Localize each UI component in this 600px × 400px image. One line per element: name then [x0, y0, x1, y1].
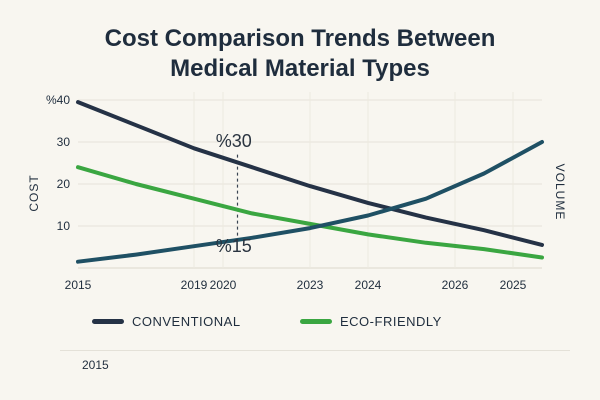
x-tick-label-1: 2019 [181, 278, 208, 292]
legend-label-conventional: CONVENTIONAL [132, 314, 241, 329]
x-tick-label-4: 2024 [355, 278, 382, 292]
series-line-eco-friendly [76, 165, 544, 260]
chart-title-line-2: Medical Material Types [170, 55, 430, 82]
x-tick-label-3: 2023 [297, 278, 324, 292]
legend-swatch-eco-friendly [300, 319, 332, 324]
y-axis-label: COST [27, 174, 41, 211]
x-tick-label-2: 2020 [210, 278, 237, 292]
footer-divider [60, 350, 570, 351]
footer-label: 2015 [82, 358, 109, 372]
series-line-conventional [76, 100, 544, 247]
x-tick-label-6: 2025 [500, 278, 527, 292]
x-tick-label-5: 2026 [442, 278, 469, 292]
y-tick-label-3: 10 [57, 219, 71, 233]
legend-item-conventional: CONVENTIONAL [92, 314, 241, 329]
chart-title-line-1: Cost Comparison Trends Between [104, 25, 496, 52]
legend-swatch-conventional [92, 319, 124, 324]
legend-label-eco-friendly: ECO-FRIENDLY [340, 314, 442, 329]
annotation-0: %30 [216, 131, 252, 151]
y-tick-label-1: 30 [57, 135, 71, 149]
x-tick-label-0: 2015 [65, 278, 92, 292]
y-tick-label-0: %40 [46, 93, 70, 107]
chart-title: Cost Comparison Trends Between Medical M… [0, 24, 600, 84]
legend-item-eco-friendly: ECO-FRIENDLY [300, 314, 442, 329]
y-tick-label-2: 20 [57, 177, 71, 191]
y-axis-label-right: VOLUME [553, 164, 567, 221]
annotation-1: %15 [216, 236, 252, 256]
chart-legend: CONVENTIONAL ECO-FRIENDLY [0, 314, 600, 338]
series-line-volume [76, 140, 544, 264]
